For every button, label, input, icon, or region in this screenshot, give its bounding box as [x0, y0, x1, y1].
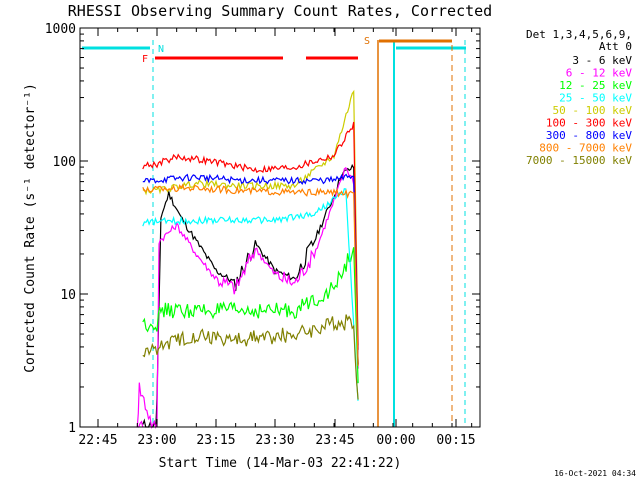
- legend-header: Det 1,3,4,5,6,9,: [526, 28, 632, 41]
- x-tick-label: 22:45: [78, 433, 117, 448]
- flag-bars: NF S: [82, 36, 466, 427]
- x-tick-label: 23:15: [196, 433, 235, 448]
- x-tick-label: 00:15: [436, 433, 475, 448]
- legend-entry: 3 - 6 keV: [572, 54, 632, 67]
- series-line: [142, 173, 359, 366]
- series-line: [142, 121, 359, 350]
- series-line: [142, 163, 359, 428]
- chart-title: RHESSI Observing Summary Count Rates, Co…: [68, 2, 492, 20]
- series-line: [142, 247, 359, 384]
- legend-entry: 6 - 12 keV: [566, 67, 633, 80]
- legend-entry: 100 - 300 keV: [546, 117, 632, 130]
- legend-entry: 50 - 100 keV: [553, 104, 633, 117]
- flag-s-label: S: [364, 36, 370, 47]
- y-tick-label: 10: [60, 288, 76, 303]
- legend-entry: 300 - 800 keV: [546, 129, 632, 142]
- x-tick-label: 23:00: [137, 433, 176, 448]
- legend-header: Att 0: [599, 40, 632, 53]
- y-tick-label: 100: [53, 155, 76, 170]
- footer-date: 16-Oct-2021 04:34: [554, 469, 636, 478]
- x-tick-label: 23:45: [315, 433, 354, 448]
- plot-frame: [79, 27, 481, 428]
- legend-entry: 25 - 50 keV: [559, 92, 632, 105]
- legend-entry: 7000 - 15000 keV: [526, 154, 632, 167]
- x-axis-label: Start Time (14-Mar-03 22:41:22): [159, 456, 402, 471]
- y-axis-label: Corrected Count Rate (s⁻¹ detector⁻¹): [23, 83, 38, 373]
- flag-f-label: F: [142, 54, 148, 65]
- series-line: [142, 183, 359, 366]
- series-line: [136, 166, 359, 430]
- x-tick-label: 00:00: [376, 433, 415, 448]
- series-lines: [136, 89, 359, 430]
- x-tick-label: 23:30: [255, 433, 294, 448]
- series-line: [142, 188, 359, 401]
- y-tick-label: 1: [68, 421, 76, 436]
- y-tick-label: 1000: [45, 22, 76, 37]
- flag-n-label: N: [158, 44, 164, 55]
- legend-entry: 12 - 25 keV: [559, 79, 632, 92]
- axes: 1 10 100 1000 22:45 23:00 23:15 23:30 23:45 00:00…: [45, 22, 481, 448]
- series-line: [142, 314, 359, 400]
- legend-entry: 800 - 7000 keV: [539, 142, 632, 155]
